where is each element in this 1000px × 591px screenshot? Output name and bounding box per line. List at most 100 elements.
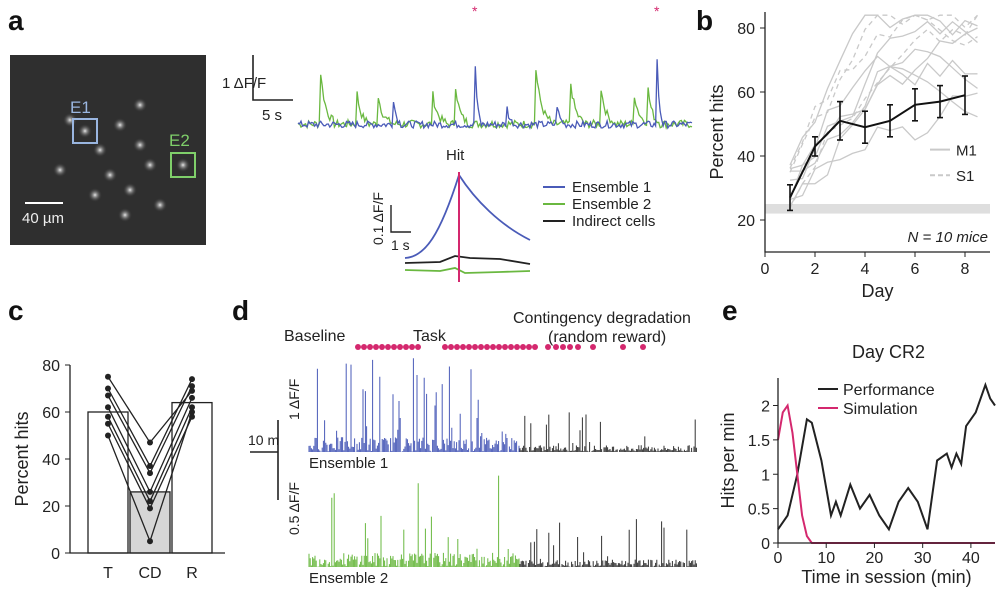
mouse-point (105, 392, 111, 399)
reward-dot (403, 344, 409, 350)
roi-e1-label: E1 (70, 98, 91, 117)
y-axis-label: Hits per min (718, 412, 738, 508)
neuron-soma (133, 98, 147, 112)
mouse-line (789, 14, 978, 173)
reward-dot (502, 344, 508, 350)
axes (764, 12, 990, 253)
ensemble1-trace (297, 59, 693, 130)
mouse-point (147, 463, 153, 470)
inset-scalebar-dff: 0.1 ΔF/F (370, 192, 386, 245)
x-tick-label: 0 (761, 261, 770, 278)
legend-ensemble2: Ensemble 2 (572, 196, 651, 213)
bar (171, 401, 213, 554)
roi-e1-box (72, 118, 98, 144)
chart-c: 0 20 40 60 80 T CD R Percent hits (12, 358, 225, 582)
inset-traces (404, 172, 531, 274)
session-traces (308, 358, 697, 567)
x-tick-label: 2 (811, 261, 820, 278)
mouse-point (147, 470, 153, 477)
y-tick-label: 1 (761, 467, 770, 484)
mouse-point (147, 505, 153, 512)
reward-dot (508, 344, 514, 350)
y-axis-label: Percent hits (707, 84, 727, 179)
hit-marker-1: * (472, 3, 478, 19)
neuron-soma (123, 183, 137, 197)
reward-dot (514, 344, 520, 350)
mouse-point (189, 383, 195, 390)
ensemble1-session-trace (308, 358, 520, 452)
reward-dot (472, 344, 478, 350)
neuron-soma (176, 158, 190, 172)
reward-dot (409, 344, 415, 350)
mouse-line (789, 92, 978, 201)
x-tick-label: 10 (817, 550, 835, 567)
reward-dot (532, 344, 538, 350)
neuron-soma (118, 208, 132, 222)
x-tick-label: 30 (914, 550, 932, 567)
mouse-point (105, 432, 111, 439)
y-tick-label: 0.5 (748, 502, 770, 519)
reward-dot (490, 344, 496, 350)
mean-line (789, 94, 966, 199)
performance-line (777, 381, 996, 532)
mouse-line (789, 14, 979, 209)
y-tick-label: 0 (761, 536, 770, 553)
chart-b: 20 40 60 80 0 2 4 6 8 Day Percent hits M1 S1 N = 10 m… (707, 12, 990, 301)
chance-band (765, 204, 990, 214)
mouse-point (105, 413, 111, 420)
reward-dot (526, 344, 532, 350)
reward-dot (361, 344, 367, 350)
x-tick-label: 6 (911, 261, 920, 278)
reward-dot (560, 344, 566, 350)
ensemble2-trace (297, 70, 693, 131)
neuron-soma (78, 124, 92, 138)
y-tick-label: 20 (42, 499, 60, 516)
inset-ensemble1 (404, 172, 531, 259)
y-tick-label: 1.5 (748, 433, 770, 450)
x-tick-label: 20 (866, 550, 884, 567)
reward-dot (460, 344, 466, 350)
reward-dot (478, 344, 484, 350)
mouse-point (189, 404, 195, 411)
mouse-line (789, 55, 978, 181)
mouse-point (189, 409, 195, 415)
y-tick-label: 60 (737, 85, 755, 102)
panel-label-c: c (8, 295, 24, 326)
roi-e2-label: E2 (169, 131, 190, 150)
reward-dot (355, 344, 361, 350)
y-tick-label: 80 (42, 358, 60, 375)
legend-performance: Performance (843, 382, 935, 399)
inset-indirect (404, 255, 531, 265)
y-tick-label: 2 (761, 399, 770, 416)
reward-dot (385, 344, 391, 350)
legend-indirect: Indirect cells (572, 213, 655, 230)
legend-s1: S1 (956, 168, 974, 185)
reward-dot (620, 344, 626, 350)
reward-dot (575, 344, 581, 350)
y-tick-label: 40 (737, 149, 755, 166)
panel-label-d: d (232, 295, 249, 326)
inset-scalebar (390, 205, 411, 233)
reward-dot (397, 344, 403, 350)
phase-task: Task (413, 328, 447, 345)
neuron-soma (153, 198, 167, 212)
reward-dot (379, 344, 385, 350)
panel-label-e: e (722, 295, 738, 326)
mouse-point (105, 385, 111, 392)
x-tick-label: 4 (861, 261, 870, 278)
d-scalebar (250, 420, 279, 500)
x-tick-label: R (186, 565, 198, 582)
mouse-line (789, 14, 978, 169)
reward-dot (484, 344, 490, 350)
two-photon-image (10, 55, 206, 245)
phase-baseline: Baseline (284, 328, 345, 345)
panel-label-a: a (8, 5, 24, 36)
reward-dot (590, 344, 596, 350)
phase-cd: Contingency degradation (513, 310, 691, 327)
x-tick-label: 8 (961, 261, 970, 278)
neuron-soma (88, 188, 102, 202)
neuron-soma (93, 143, 107, 157)
reward-dot (520, 344, 526, 350)
roi-e2-box (170, 152, 196, 178)
